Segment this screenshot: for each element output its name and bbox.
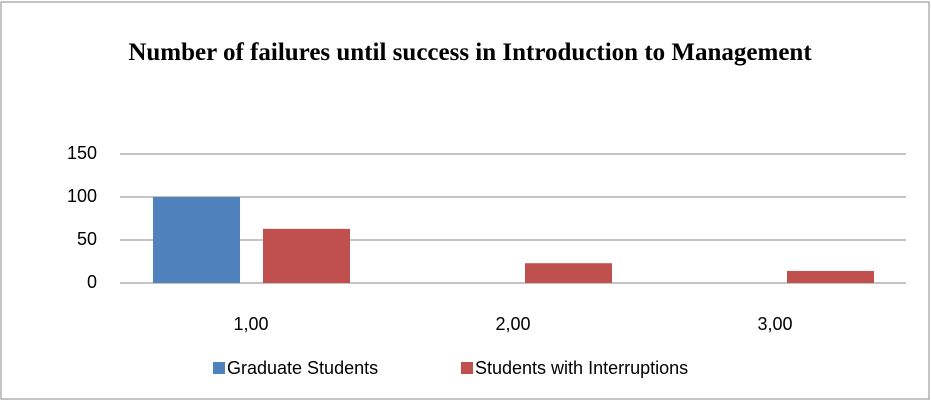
legend-swatch (461, 362, 473, 374)
y-tick-label: 150 (67, 143, 97, 163)
x-tick-label: 2,00 (495, 314, 530, 334)
x-tick-label: 1,00 (233, 314, 268, 334)
bar (787, 270, 874, 283)
bar (525, 263, 612, 283)
bar (263, 228, 350, 283)
y-tick-label: 0 (87, 272, 97, 292)
y-tick-label: 100 (67, 186, 97, 206)
legend-label: Graduate Students (227, 358, 378, 378)
legend-swatch (213, 362, 225, 374)
bar (153, 197, 240, 283)
legend-label: Students with Interruptions (475, 358, 688, 378)
chart-title: Number of failures until success in Intr… (128, 39, 812, 66)
x-tick-label: 3,00 (757, 314, 792, 334)
y-tick-label: 50 (77, 229, 97, 249)
